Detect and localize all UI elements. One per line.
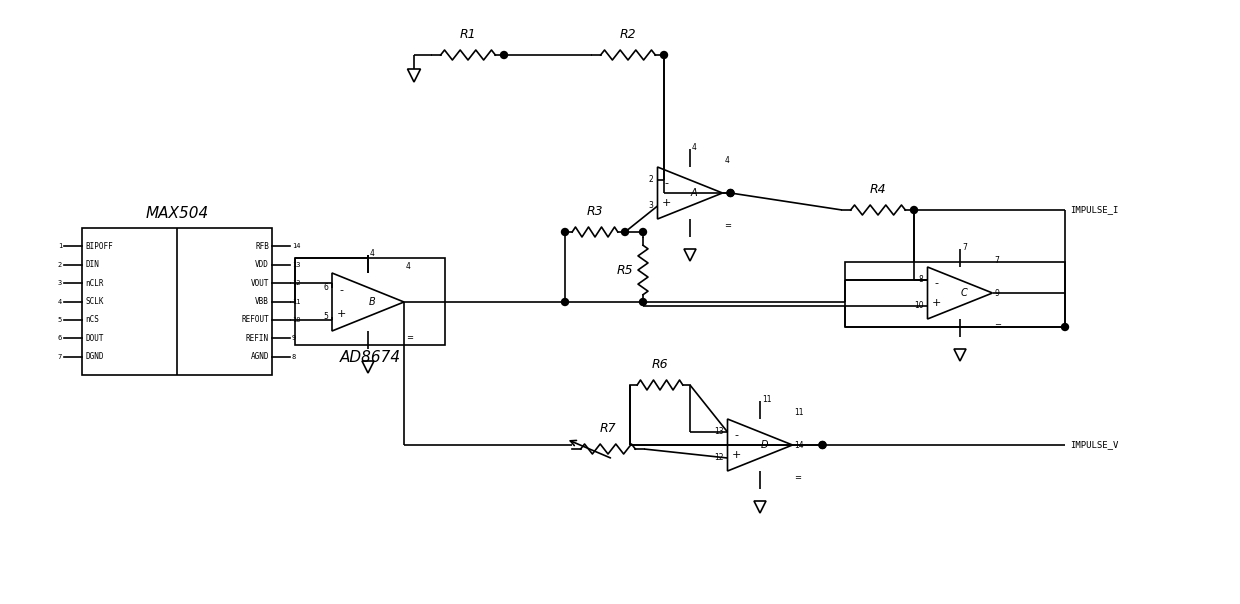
Text: 10: 10	[291, 317, 300, 323]
Text: 12: 12	[714, 454, 723, 463]
Text: -: -	[339, 286, 343, 295]
Text: =: =	[405, 333, 413, 342]
Text: VDD: VDD	[255, 260, 269, 269]
Text: 5: 5	[58, 317, 62, 323]
Text: 7: 7	[58, 353, 62, 359]
Text: 3: 3	[649, 202, 653, 211]
Text: 11: 11	[291, 298, 300, 304]
Text: nCLR: nCLR	[86, 278, 103, 288]
Text: =: =	[795, 473, 801, 482]
Text: R6: R6	[652, 358, 668, 371]
Text: R5: R5	[616, 263, 634, 277]
Circle shape	[727, 190, 734, 196]
Text: 4: 4	[370, 248, 374, 257]
Text: DGND: DGND	[86, 352, 103, 361]
Text: 11: 11	[795, 408, 804, 417]
Text: 3: 3	[58, 280, 62, 286]
Circle shape	[621, 228, 629, 236]
Text: -: -	[935, 278, 939, 288]
Text: RFB: RFB	[255, 242, 269, 251]
Text: DIN: DIN	[86, 260, 99, 269]
Text: R2: R2	[620, 28, 636, 41]
Text: 2: 2	[649, 176, 653, 184]
Circle shape	[640, 298, 646, 306]
Text: 1: 1	[58, 243, 62, 249]
Text: nCS: nCS	[86, 315, 99, 324]
Circle shape	[1061, 324, 1069, 330]
Text: 4: 4	[58, 298, 62, 304]
Text: 14: 14	[291, 243, 300, 249]
Text: 7: 7	[994, 256, 999, 265]
Text: DOUT: DOUT	[86, 334, 103, 342]
Text: +: +	[662, 198, 671, 208]
Circle shape	[910, 207, 918, 213]
Circle shape	[727, 190, 734, 196]
Text: +: +	[931, 298, 941, 309]
Text: 4: 4	[405, 262, 410, 271]
Bar	[295, 258, 445, 345]
Circle shape	[818, 442, 826, 449]
Text: 9: 9	[291, 335, 296, 341]
Text: R3: R3	[587, 205, 604, 218]
Text: C: C	[961, 288, 967, 298]
Text: 8: 8	[919, 275, 924, 284]
Bar	[844, 262, 1065, 327]
Text: IMPULSE_V: IMPULSE_V	[1070, 440, 1118, 449]
Text: AGND: AGND	[250, 352, 269, 361]
Text: 13: 13	[714, 428, 723, 437]
Bar	[82, 228, 272, 375]
Text: 12: 12	[291, 280, 300, 286]
Text: 13: 13	[291, 262, 300, 268]
Text: MAX504: MAX504	[145, 205, 208, 220]
Text: VBB: VBB	[255, 297, 269, 306]
Text: +: +	[732, 451, 742, 460]
Text: -: -	[665, 178, 668, 188]
Text: D: D	[760, 440, 768, 450]
Circle shape	[661, 51, 667, 59]
Text: REFIN: REFIN	[246, 334, 269, 342]
Circle shape	[562, 298, 568, 306]
Text: 8: 8	[291, 353, 296, 359]
Text: 6: 6	[58, 335, 62, 341]
Text: 4: 4	[724, 156, 729, 165]
Text: R4: R4	[869, 183, 887, 196]
Text: AD8674: AD8674	[340, 350, 401, 365]
Text: VOUT: VOUT	[250, 278, 269, 288]
Circle shape	[501, 51, 507, 59]
Text: -: -	[734, 429, 739, 440]
Text: A: A	[691, 188, 697, 198]
Circle shape	[818, 442, 826, 449]
Circle shape	[562, 228, 568, 236]
Text: 2: 2	[58, 262, 62, 268]
Text: 11: 11	[763, 394, 771, 403]
Text: BIPOFF: BIPOFF	[86, 242, 113, 251]
Text: REFOUT: REFOUT	[242, 315, 269, 324]
Text: R7: R7	[600, 422, 616, 435]
Text: SCLK: SCLK	[86, 297, 103, 306]
Text: =: =	[724, 221, 732, 230]
Text: =: =	[994, 321, 1002, 330]
Text: 6: 6	[324, 283, 329, 292]
Text: 4: 4	[692, 143, 697, 152]
Text: 5: 5	[324, 312, 329, 321]
Text: 10: 10	[914, 301, 924, 310]
Text: IMPULSE_I: IMPULSE_I	[1070, 205, 1118, 214]
Text: 7: 7	[962, 242, 967, 251]
Text: 9: 9	[994, 289, 999, 298]
Circle shape	[640, 228, 646, 236]
Text: +: +	[336, 309, 346, 318]
Text: 14: 14	[795, 440, 804, 449]
Text: B: B	[368, 297, 376, 307]
Text: R1: R1	[460, 28, 476, 41]
